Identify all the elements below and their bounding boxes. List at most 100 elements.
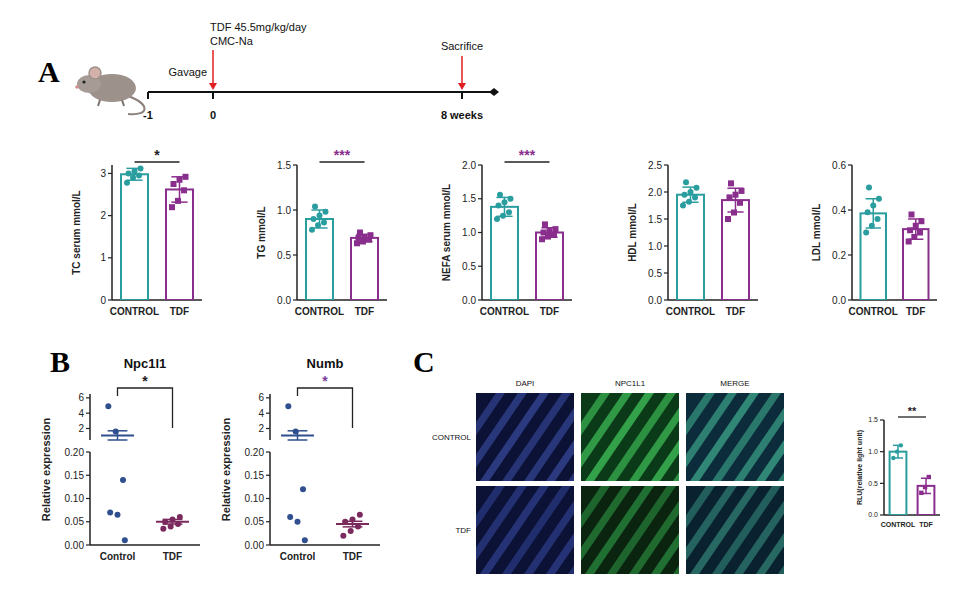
y-tick-label: 0.05 bbox=[245, 516, 265, 527]
y-tick bbox=[478, 266, 482, 267]
data-point bbox=[355, 523, 361, 529]
y-tick bbox=[86, 475, 90, 476]
bar bbox=[351, 238, 378, 300]
y-tick-label: 0.10 bbox=[65, 493, 85, 504]
data-point bbox=[342, 519, 348, 525]
y-tick-label: 1.5 bbox=[648, 214, 662, 225]
y-tick-label: 0.20 bbox=[65, 447, 85, 458]
error-cap bbox=[288, 439, 308, 441]
significance-bracket bbox=[298, 388, 353, 428]
panel-letter: B bbox=[50, 345, 70, 378]
micrograph bbox=[581, 393, 679, 481]
data-point bbox=[923, 485, 927, 489]
data-point bbox=[692, 194, 698, 200]
data-point bbox=[686, 199, 692, 205]
x-tick-label: CONTROL bbox=[666, 306, 715, 317]
y-tick-label: 4 bbox=[78, 408, 84, 419]
data-point bbox=[181, 187, 187, 193]
y-tick-label: 1.0 bbox=[462, 227, 476, 238]
data-point bbox=[725, 216, 731, 222]
tissue-band bbox=[568, 393, 574, 481]
y-tick bbox=[266, 451, 270, 452]
mouse-icon bbox=[75, 67, 144, 114]
micrograph bbox=[581, 486, 679, 574]
x-tick-label: Control bbox=[280, 551, 316, 562]
image-row-head: TDF bbox=[455, 526, 471, 535]
data-point bbox=[321, 220, 327, 226]
y-tick bbox=[848, 254, 852, 255]
data-point bbox=[688, 189, 694, 195]
timeline-label: 0 bbox=[210, 109, 216, 121]
y-tick bbox=[880, 514, 884, 515]
y-tick-label: 0.5 bbox=[462, 261, 476, 272]
data-point bbox=[136, 173, 142, 179]
y-axis bbox=[851, 165, 853, 300]
y-tick bbox=[848, 299, 852, 300]
y-tick-label: 6 bbox=[258, 392, 264, 403]
data-point bbox=[866, 185, 872, 191]
y-tick bbox=[880, 483, 884, 484]
y-tick-label: 0.5 bbox=[277, 250, 291, 261]
y-tick-label: 0.15 bbox=[245, 470, 265, 481]
y-tick bbox=[86, 498, 90, 499]
y-tick bbox=[266, 498, 270, 499]
y-axis-title: TC serum mmol/L bbox=[71, 190, 82, 274]
data-point bbox=[911, 234, 917, 240]
plot-marks bbox=[281, 403, 369, 543]
data-point bbox=[870, 203, 876, 209]
tissue-band bbox=[546, 486, 574, 574]
arrow bbox=[212, 50, 214, 84]
arrow-head bbox=[458, 83, 466, 90]
y-tick bbox=[266, 428, 270, 429]
y-tick bbox=[266, 521, 270, 522]
micrograph bbox=[686, 393, 784, 481]
timeline-end bbox=[489, 88, 499, 96]
y-tick bbox=[293, 299, 297, 300]
data-point bbox=[906, 239, 912, 245]
tissue-band bbox=[673, 486, 679, 574]
x-axis bbox=[90, 544, 200, 546]
y-tick bbox=[848, 209, 852, 210]
y-tick-label: 1.5 bbox=[462, 193, 476, 204]
y-tick bbox=[478, 232, 482, 233]
y-tick bbox=[266, 475, 270, 476]
y-tick-label: 0.6 bbox=[832, 160, 846, 171]
data-point bbox=[171, 181, 177, 187]
y-tick bbox=[86, 428, 90, 429]
data-point bbox=[124, 180, 130, 186]
micrograph bbox=[476, 393, 574, 481]
tissue-band bbox=[651, 486, 679, 574]
y-tick bbox=[86, 451, 90, 452]
data-point bbox=[113, 429, 119, 435]
plot-marks bbox=[861, 185, 929, 301]
bar bbox=[491, 207, 518, 300]
y-tick-label: 0.00 bbox=[65, 540, 85, 551]
y-tick bbox=[478, 299, 482, 300]
data-point bbox=[876, 196, 882, 202]
data-point bbox=[927, 475, 931, 479]
data-point bbox=[683, 179, 689, 185]
data-point bbox=[913, 223, 919, 229]
tissue-band bbox=[629, 486, 679, 574]
tissue-band bbox=[734, 486, 784, 574]
data-point bbox=[122, 537, 128, 543]
bar bbox=[677, 195, 704, 300]
panel-letter: C bbox=[413, 345, 435, 378]
y-axis bbox=[111, 165, 113, 300]
y-tick-label: 2.5 bbox=[648, 160, 662, 171]
data-point bbox=[183, 174, 189, 180]
data-point bbox=[731, 210, 737, 216]
data-point bbox=[287, 514, 293, 520]
y-tick bbox=[880, 419, 884, 420]
y-axis-title: Relative expression bbox=[220, 418, 232, 522]
mouse-ear bbox=[89, 67, 101, 79]
bar bbox=[861, 213, 887, 300]
bar bbox=[722, 200, 749, 300]
bar bbox=[536, 233, 563, 301]
y-tick bbox=[86, 544, 90, 545]
data-point bbox=[340, 533, 346, 539]
plot-marks bbox=[677, 179, 749, 300]
y-tick bbox=[108, 173, 112, 174]
y-tick-label: 0.0 bbox=[868, 511, 878, 518]
mouse-leg bbox=[122, 100, 124, 106]
